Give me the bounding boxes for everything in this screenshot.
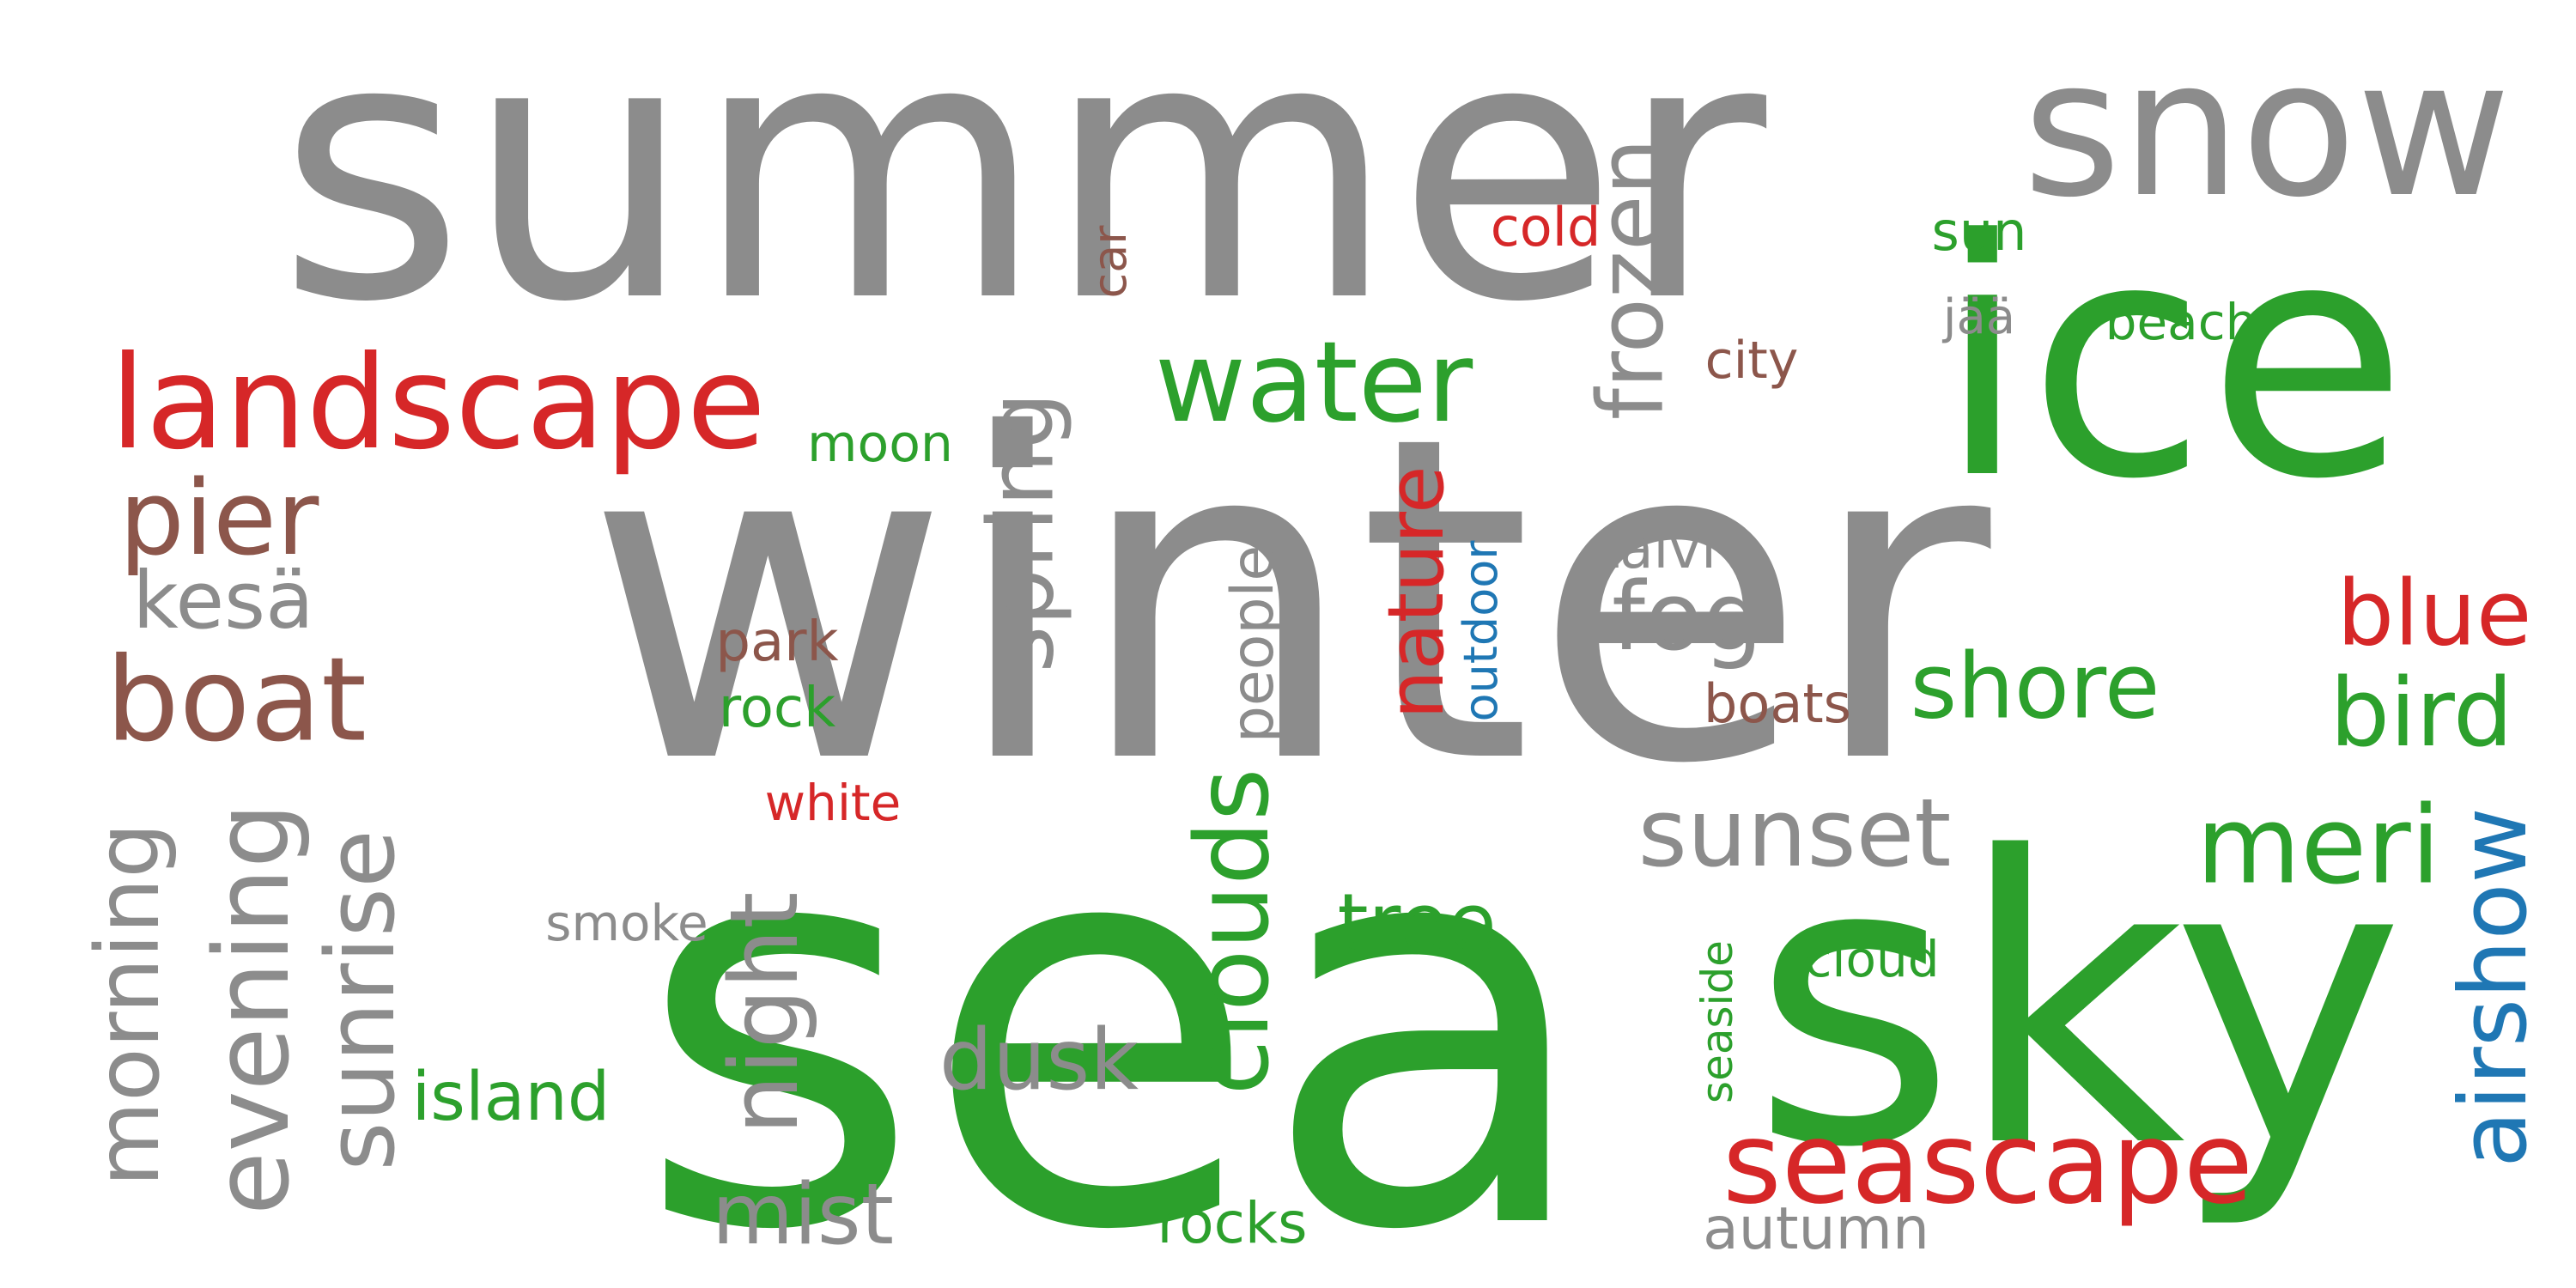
word-spring: spring — [969, 392, 1074, 673]
word-winter: winter — [585, 341, 1991, 861]
word-snow: snow — [2022, 19, 2512, 239]
word-rocks: rocks — [1157, 1190, 1308, 1256]
word-nature: nature — [1371, 465, 1461, 720]
word-dusk: dusk — [939, 1012, 1139, 1109]
word-meri: meri — [2196, 783, 2441, 908]
word-boat: boat — [106, 632, 367, 768]
word-morning: morning — [77, 822, 179, 1188]
word-seaside: seaside — [1692, 940, 1742, 1103]
word-kesa: kesä — [132, 555, 314, 647]
word-airshow: airshow — [2440, 807, 2548, 1168]
word-pier: pier — [118, 459, 319, 579]
word-island: island — [411, 1059, 611, 1136]
word-ice: ice — [1936, 170, 2409, 550]
word-seascape: seascape — [1722, 1097, 2254, 1230]
word-shore: shore — [1910, 634, 2160, 739]
word-sunrise: sunrise — [306, 829, 416, 1171]
word-smoke: smoke — [545, 894, 708, 952]
word-frozen: frozen — [1578, 137, 1684, 421]
word-white: white — [764, 774, 902, 832]
word-bird: bird — [2330, 658, 2513, 768]
word-summer: summer — [276, 0, 1767, 381]
word-talvi: talvi — [1598, 518, 1716, 581]
word-sea: sea — [635, 710, 1597, 1288]
word-water: water — [1154, 317, 1473, 447]
word-tree: tree — [1337, 877, 1497, 969]
word-mist: mist — [711, 1166, 895, 1264]
word-sun: sun — [1931, 200, 2027, 263]
word-rock: rock — [718, 677, 836, 740]
word-sunset: sunset — [1637, 778, 1952, 888]
word-fog: fog — [1612, 562, 1763, 671]
word-city: city — [1704, 331, 1799, 391]
word-cloud: cloud — [1804, 930, 1940, 988]
word-boats: boats — [1704, 672, 1851, 735]
word-beach: beach — [2105, 293, 2257, 351]
word-cold: cold — [1490, 196, 1601, 258]
word-car: car — [1083, 225, 1137, 299]
word-landscape: landscape — [110, 329, 766, 478]
word-night: night — [709, 891, 819, 1135]
word-sky: sky — [1751, 775, 2405, 1234]
word-autumn: autumn — [1703, 1195, 1929, 1263]
word-park: park — [715, 611, 839, 674]
word-outdoor: outdoor — [1454, 540, 1508, 722]
word-jaa: jää — [1942, 289, 2016, 345]
word-evening: evening — [193, 802, 313, 1216]
word-people: people — [1219, 544, 1287, 744]
word-moon: moon — [807, 414, 953, 474]
word-blue: blue — [2336, 561, 2532, 666]
word-clouds: clouds — [1173, 768, 1291, 1096]
